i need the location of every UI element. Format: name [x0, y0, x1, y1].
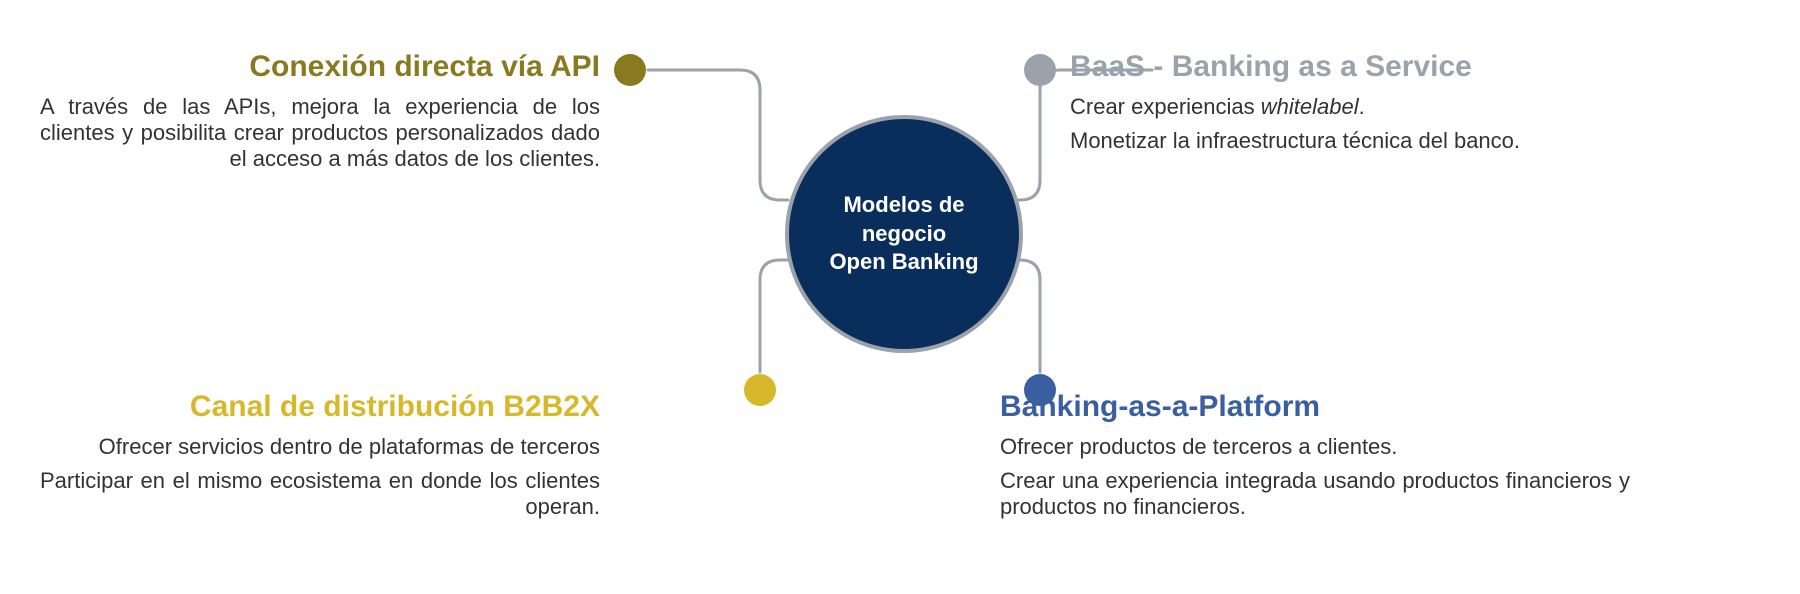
- quad-top-left-title: Conexión directa vía API: [40, 50, 600, 84]
- quad-top-right-title: BaaS - Banking as a Service: [1070, 50, 1630, 84]
- quad-bottom-right: Banking-as-a-Platform Ofrecer productos …: [1000, 390, 1630, 528]
- center-label-line-2: negocio: [829, 220, 978, 249]
- dot-top-left: [614, 54, 646, 86]
- dot-top-right: [1024, 54, 1056, 86]
- quad-bottom-left-para-1: Participar en el mismo ecosistema en don…: [40, 468, 600, 520]
- center-label-line-1: Modelos de: [829, 191, 978, 220]
- quad-top-right-para-0: Crear experiencias whitelabel.: [1070, 94, 1630, 120]
- quad-top-left-para-0: A través de las APIs, mejora la experien…: [40, 94, 600, 172]
- quad-top-left: Conexión directa vía API A través de las…: [40, 50, 600, 180]
- quad-top-right: BaaS - Banking as a Service Crear experi…: [1070, 50, 1630, 162]
- connector-bottom-left: [760, 260, 788, 372]
- quad-bottom-left-body: Ofrecer servicios dentro de plataformas …: [40, 434, 600, 520]
- diagram-canvas: Modelos de negocio Open Banking Conexión…: [0, 0, 1800, 594]
- quad-bottom-right-para-1: Crear una experiencia integrada usando p…: [1000, 468, 1630, 520]
- center-label: Modelos de negocio Open Banking: [829, 191, 978, 277]
- connector-top-left: [648, 70, 788, 200]
- quad-bottom-right-para-0: Ofrecer productos de terceros a clientes…: [1000, 434, 1630, 460]
- dot-bottom-left: [744, 374, 776, 406]
- center-label-line-3: Open Banking: [829, 248, 978, 277]
- quad-bottom-right-title: Banking-as-a-Platform: [1000, 390, 1630, 424]
- quad-top-right-para-1: Monetizar la infraestructura técnica del…: [1070, 128, 1630, 154]
- quad-bottom-right-body: Ofrecer productos de terceros a clientes…: [1000, 434, 1630, 520]
- center-node: Modelos de negocio Open Banking: [785, 115, 1023, 353]
- quad-bottom-left-para-0: Ofrecer servicios dentro de plataformas …: [40, 434, 600, 460]
- connector-bottom-right: [1012, 260, 1040, 372]
- quad-top-left-body: A través de las APIs, mejora la experien…: [40, 94, 600, 172]
- quad-top-right-body: Crear experiencias whitelabel. Monetizar …: [1070, 94, 1630, 154]
- quad-bottom-left: Canal de distribución B2B2X Ofrecer serv…: [40, 390, 600, 528]
- quad-bottom-left-title: Canal de distribución B2B2X: [40, 390, 600, 424]
